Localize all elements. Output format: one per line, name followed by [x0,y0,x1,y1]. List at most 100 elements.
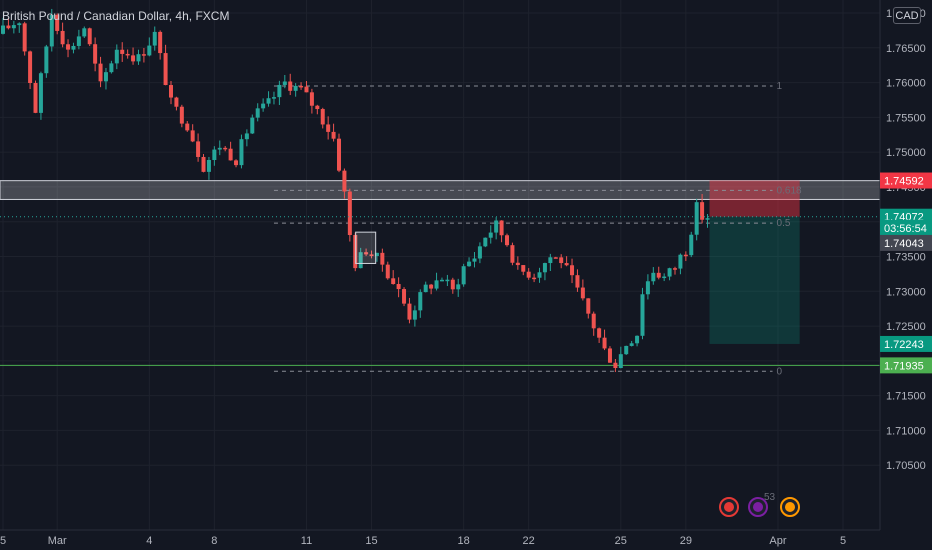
candle-body [385,264,390,279]
candle-body [700,202,705,220]
candle-body [71,45,76,50]
event-flag-dot [785,502,795,512]
candle-body [6,25,11,29]
y-tick-label: 1.76000 [886,78,926,90]
candle-body [55,14,60,31]
candle-body [131,55,136,62]
candle-body [488,232,493,238]
event-count-label: 53 [764,492,776,503]
candle-body [1,25,5,34]
grid [0,0,880,530]
fibonacci-retracement: 1 0.618 0.5 0 [273,81,802,377]
candle-body [689,234,694,256]
x-tick-label: Apr [769,535,786,547]
candle-body [472,258,477,262]
y-tick-label: 1.72500 [886,321,926,333]
x-tick-label: 18 [458,535,470,547]
candle-body [44,46,49,74]
candle-body [532,277,537,280]
candle-body [266,98,271,104]
candle-body [678,254,683,269]
candle-body [244,133,249,140]
candle-body [515,262,520,266]
candle-body [559,257,564,264]
candle-body [87,28,92,45]
candle-body [109,63,114,73]
candle-body [645,281,650,295]
candle-body [228,148,233,161]
candle-body [499,220,504,236]
candle-body [364,252,369,255]
candle-body [347,191,352,236]
candle-body [467,261,472,267]
candle-body [239,139,244,166]
candle-body [125,53,130,56]
x-tick-label: 5 [840,535,846,547]
candle-body [521,265,526,272]
candle-body [60,30,65,45]
candle-body [456,284,461,290]
event-markers: 53 [719,492,800,517]
candle-body [477,246,482,259]
candle-body [635,335,640,344]
candle-body [304,86,309,93]
y-tick-label: 1.75000 [886,147,926,159]
y-tick-label: 1.71000 [886,425,926,437]
x-tick-label: 15 [365,535,377,547]
overlays-layer [0,216,880,264]
candle-body [461,266,466,285]
candle-body [320,109,325,125]
candle-body [22,23,27,52]
candle-body [141,54,146,56]
candle-body [315,105,320,110]
candle-body [597,328,602,338]
candle-body [331,131,336,139]
price-tag-support [880,357,932,374]
candle-body [76,36,81,46]
x-tick-label: 22 [523,535,535,547]
candle-body [580,287,585,299]
candle-body [613,362,618,369]
y-tick-label: 1.71500 [886,391,926,403]
candle-body [103,72,108,82]
candle-body [651,272,656,282]
candle-body [261,103,266,109]
price-tag-marker [880,234,932,251]
candle-body [434,280,439,289]
candle-body [201,156,206,172]
candle-body [607,348,612,363]
candle-body [564,263,569,266]
currency-button[interactable]: CAD [893,7,921,24]
candle-body [542,263,547,273]
candle-body [98,63,103,82]
price-tag-label: 1.71935 [884,360,924,372]
candle-body [505,235,509,246]
candle-body [342,170,347,192]
candle-body [380,252,385,265]
symbol-title[interactable]: British Pound / Canadian Dollar, 4h, FXC… [2,9,230,23]
candle-body [450,279,455,290]
candle-body [288,81,293,91]
candle-body [369,254,374,257]
candle-body [640,294,645,336]
candle-body [217,147,222,150]
candle-body [11,25,16,29]
candle-body [602,337,607,349]
candle-body [234,160,239,166]
stop-loss-zone [709,180,800,217]
candle-body [271,97,276,99]
candle-body [656,272,661,278]
y-tick-label: 1.70500 [886,460,926,472]
price-tag-target [880,335,932,352]
candle-body [255,108,260,118]
candle-body [575,275,580,288]
price-tag-stop [880,172,932,189]
zones-layer [0,180,881,366]
candle-body [537,272,542,278]
candle-body [510,245,515,263]
candle-body [185,123,190,131]
candle-body [158,31,163,54]
candle-body [618,354,623,369]
candle-body [28,51,33,84]
